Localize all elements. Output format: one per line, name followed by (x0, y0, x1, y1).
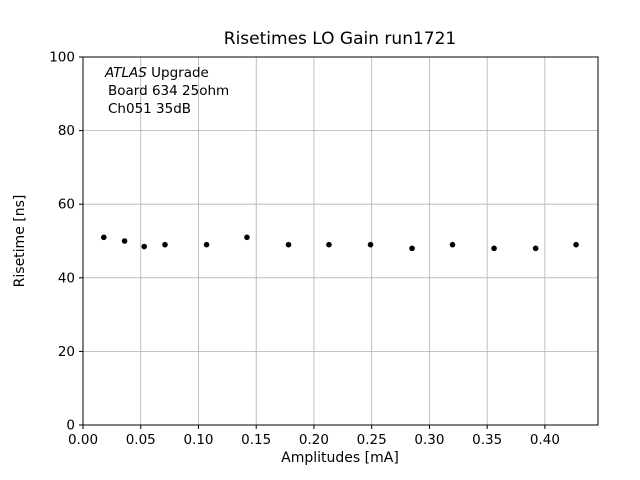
tick-marks (79, 56, 546, 429)
annotation-upgrade: Upgrade (147, 65, 209, 81)
data-point (141, 243, 147, 250)
y-tick-label: 40 (58, 270, 75, 286)
axes-frame (82, 56, 599, 426)
data-point (449, 241, 456, 248)
data-point (244, 234, 250, 241)
data-point (162, 241, 168, 248)
y-tick-label: 60 (58, 197, 75, 213)
grid-lines (82, 56, 598, 426)
data-point (409, 245, 415, 252)
x-tick-label: 0.10 (183, 432, 213, 448)
x-tick-label: 0.00 (68, 432, 98, 448)
data-point (491, 245, 497, 252)
data-point (573, 241, 579, 248)
y-tick-label: 100 (49, 50, 75, 66)
x-tick-label: 0.35 (472, 432, 502, 448)
x-axis-label: Amplitudes [mA] (281, 450, 399, 466)
y-tick-label: 80 (58, 123, 75, 139)
x-tick-label: 0.05 (126, 432, 156, 448)
annotation-line-1: ATLAS Upgrade (104, 65, 209, 81)
annotation-atlas: ATLAS (104, 65, 147, 81)
x-tick-label: 0.25 (357, 432, 387, 448)
data-points (100, 234, 579, 252)
annotation-block: ATLAS Upgrade Board 634 25ohm Ch051 35dB (104, 65, 229, 117)
y-tick-label: 20 (58, 344, 75, 360)
data-point (532, 245, 539, 252)
x-tick-label: 0.20 (299, 432, 329, 448)
data-point (121, 238, 128, 244)
data-point (285, 241, 292, 248)
data-point (203, 241, 210, 248)
data-point (326, 241, 332, 248)
x-tick-label: 0.40 (530, 432, 560, 448)
tick-labels: 0.00 0.05 0.10 0.15 0.20 0.25 0.30 0.35 0.40 0 20 4… (49, 50, 560, 449)
x-tick-label: 0.15 (241, 432, 271, 448)
x-tick-label: 0.30 (414, 432, 444, 448)
data-point (367, 241, 374, 248)
y-axis-label: Risetime [ns] (12, 195, 28, 288)
annotation-line-3: Ch051 35dB (108, 101, 191, 117)
chart-title: Risetimes LO Gain run1721 (224, 29, 456, 49)
annotation-line-2: Board 634 25ohm (108, 83, 229, 99)
data-point (100, 234, 107, 241)
y-tick-label: 0 (66, 418, 75, 434)
